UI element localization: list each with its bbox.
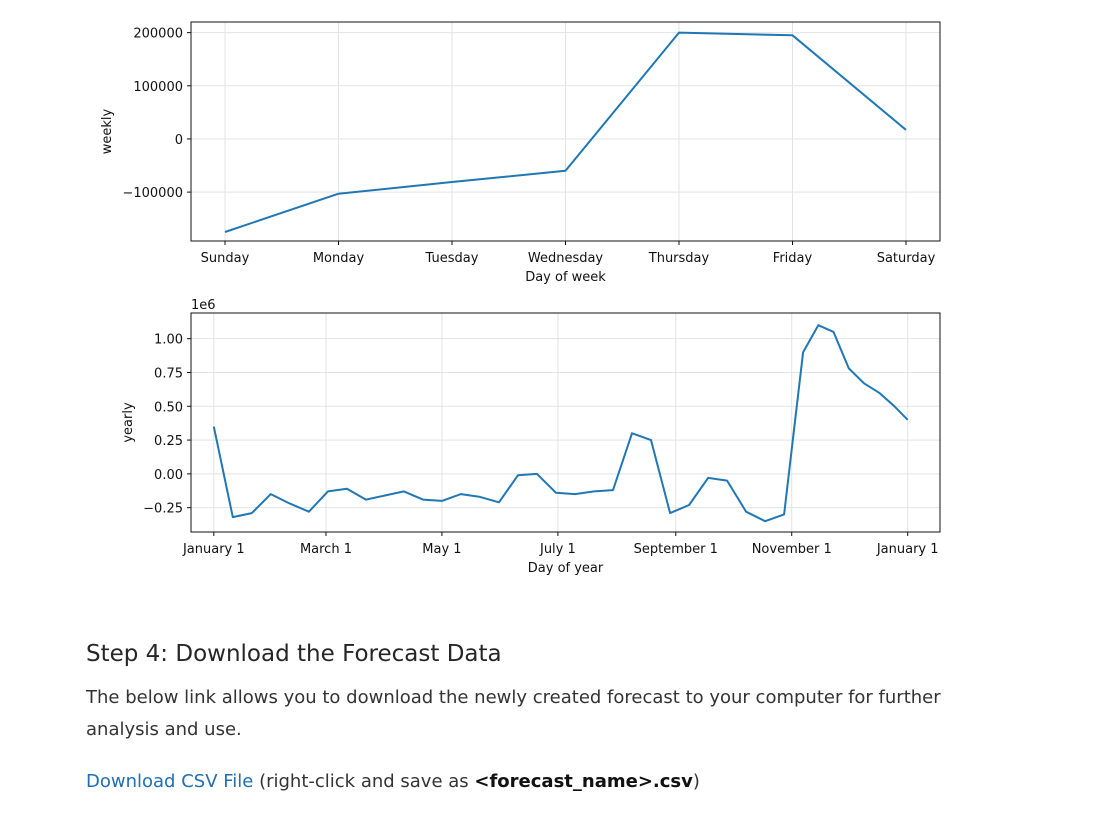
chart-1-xtick-label-4: Thursday xyxy=(648,251,710,266)
chart-2-xtick-label-2: May 1 xyxy=(422,542,461,557)
chart-1-xtick-label-3: Wednesday xyxy=(528,251,604,266)
chart-2-ytick-label-0: −0.25 xyxy=(143,502,183,517)
chart-2-xtick-label-5: November 1 xyxy=(752,542,832,557)
chart-1-xaxis-label: Day of week xyxy=(525,270,606,285)
chart-2-frame xyxy=(190,312,941,533)
chart-2-xtick-label-3: July 1 xyxy=(539,542,576,557)
forecast-components-figure: −100000 0 100000 200000 Sunday Monday Tuesday W… xyxy=(100,21,941,576)
chart-1-xtick-label-5: Friday xyxy=(773,251,813,266)
chart-1-xtick-label-2: Tuesday xyxy=(425,251,479,266)
chart-2-ytick-label-3: 0.50 xyxy=(154,400,183,415)
download-csv-link[interactable]: Download CSV File xyxy=(86,771,254,792)
forecast-filename: <forecast_name>.csv xyxy=(474,771,693,792)
chart-2-xtick-label-0: January 1 xyxy=(182,542,245,557)
chart-1-xtick-label-6: Saturday xyxy=(877,251,936,266)
chart-2-xaxis-label: Day of year xyxy=(528,561,604,576)
step-4-heading: Step 4: Download the Forecast Data xyxy=(86,641,502,667)
download-line: Download CSV File (right-click and save … xyxy=(86,766,986,798)
download-description: The below link allows you to download th… xyxy=(86,687,941,740)
chart-2-ytick-label-5: 1.00 xyxy=(154,333,183,348)
chart-1-ytick-label-3: 200000 xyxy=(133,27,183,42)
chart-2-xtick-label-6: January 1 xyxy=(876,542,939,557)
download-note-prefix: (right-click and save as xyxy=(253,771,475,792)
chart-1-ytick-label-1: 0 xyxy=(175,133,183,148)
chart-2-yaxis-label: yearly xyxy=(121,402,136,443)
chart-1-ytick-label-0: −100000 xyxy=(122,186,183,201)
chart-2-y-offset-label: 1e6 xyxy=(191,298,216,313)
chart-2-ytick-label-2: 0.25 xyxy=(154,434,183,449)
chart-2-xtick-label-1: March 1 xyxy=(300,542,352,557)
chart-1-xtick-label-0: Sunday xyxy=(201,251,250,266)
chart-1-series-line xyxy=(224,31,907,233)
download-note-suffix: ) xyxy=(692,771,700,792)
chart-1-xtick-label-1: Monday xyxy=(313,251,365,266)
chart-1-yaxis-label: weekly xyxy=(100,108,115,154)
chart-2-xtick-label-4: September 1 xyxy=(634,542,718,557)
step-4-section: Step 4: Download the Forecast Data The b… xyxy=(86,636,986,798)
chart-2-ytick-label-4: 0.75 xyxy=(154,366,183,381)
chart-2-ytick-label-1: 0.00 xyxy=(154,468,183,483)
chart-1-ytick-label-2: 100000 xyxy=(133,80,183,95)
chart-2-series-line xyxy=(212,324,909,523)
